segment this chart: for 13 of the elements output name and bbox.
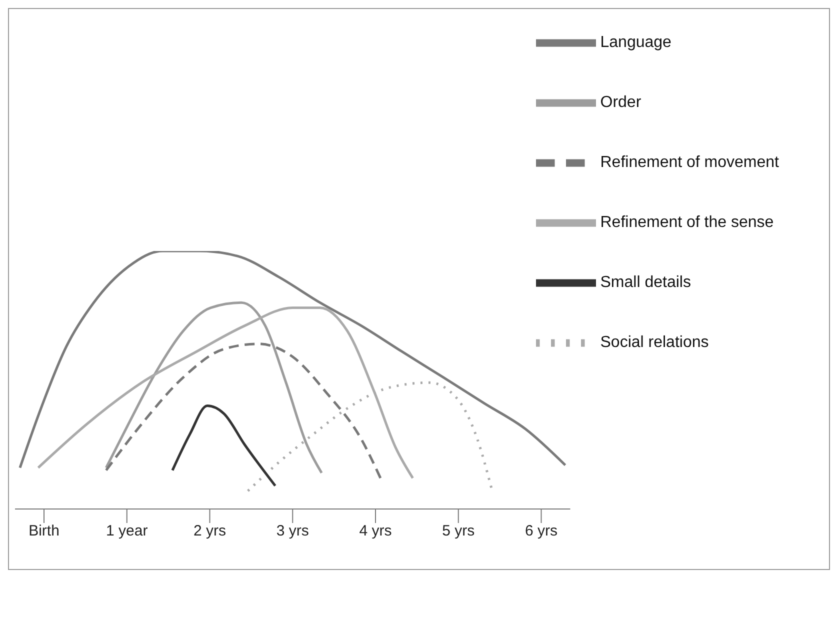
x-tick-label: 4 yrs <box>359 522 392 540</box>
legend-label: Refinement of movement <box>600 154 779 172</box>
legend-label: Small details <box>600 274 691 292</box>
x-tick-label: 3 yrs <box>276 522 309 540</box>
legend-label: Refinement of the sense <box>600 214 774 232</box>
x-tick-label: 5 yrs <box>442 522 475 540</box>
x-tick-label: 1 year <box>106 522 148 540</box>
legend-label: Language <box>600 34 672 52</box>
legend-label: Order <box>600 94 642 112</box>
x-tick-label: 2 yrs <box>193 522 226 540</box>
x-tick-label: Birth <box>28 522 60 540</box>
x-tick-label: 6 yrs <box>524 522 558 540</box>
legend-label: Social relations <box>600 334 709 352</box>
